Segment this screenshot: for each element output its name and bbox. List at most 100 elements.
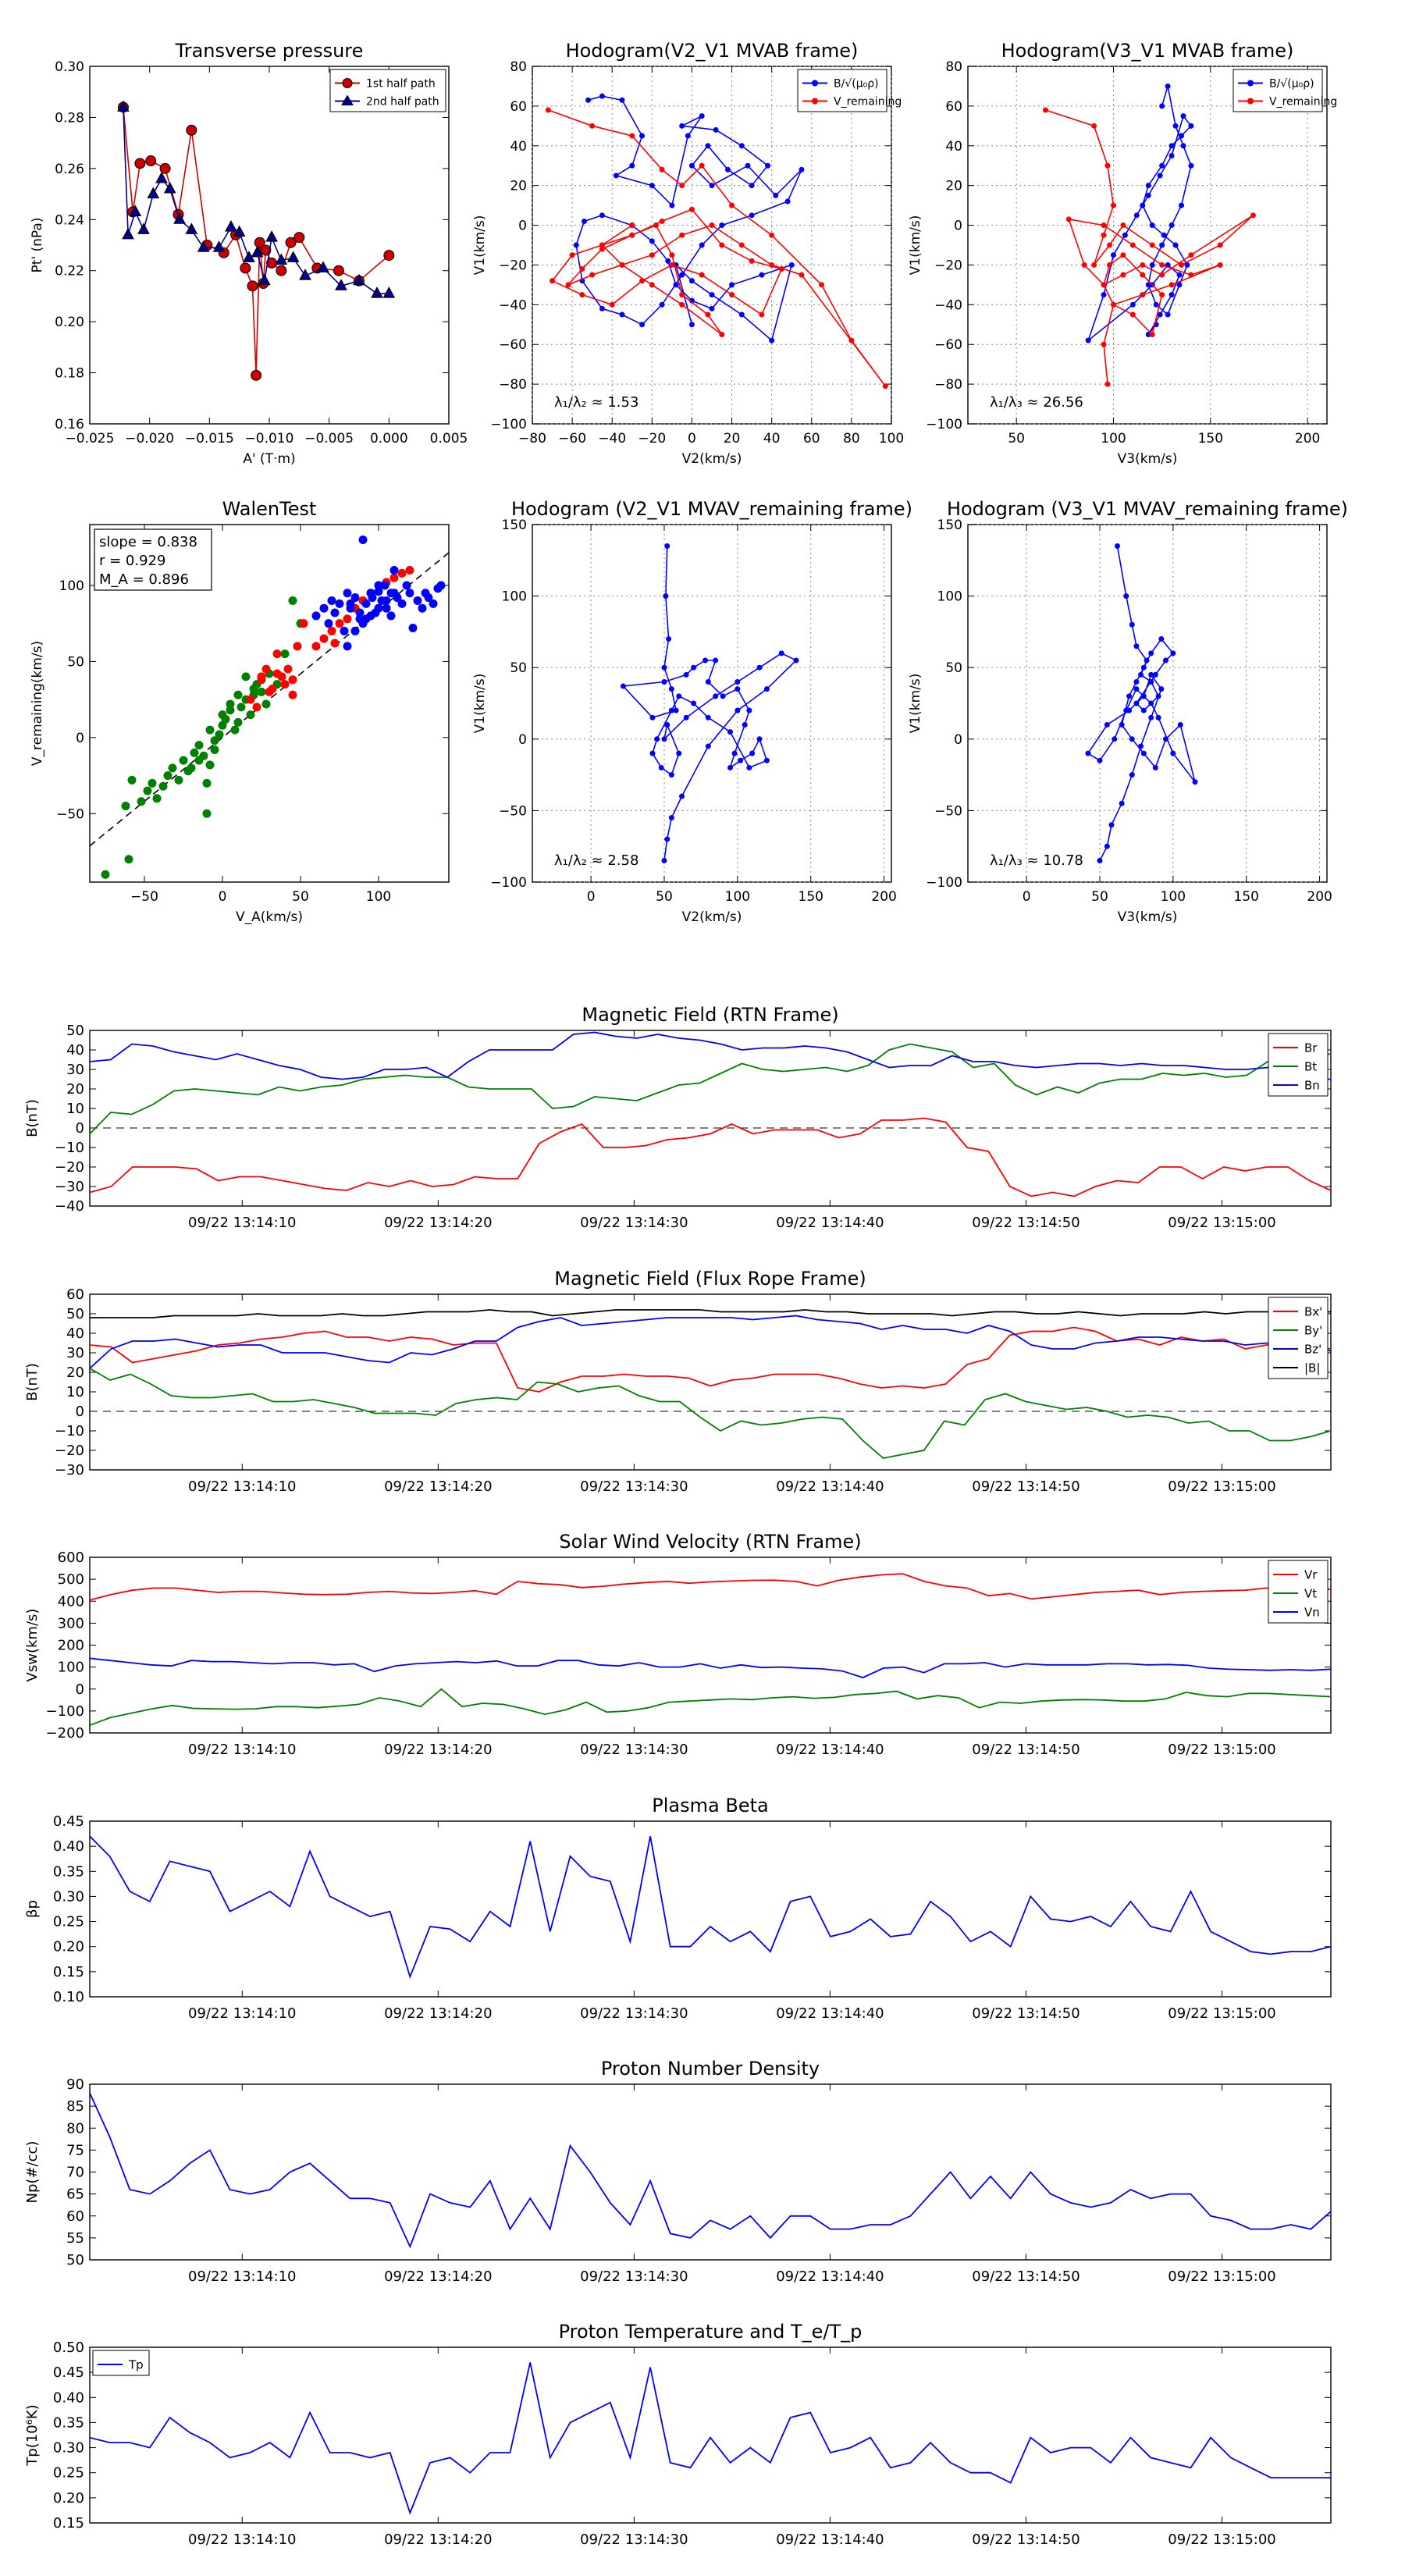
scatter-point [413,596,422,605]
legend-marker [342,78,353,88]
legend-marker [1247,80,1254,87]
y-tick-label: 50 [945,660,962,676]
data-point [1101,232,1107,238]
data-point [679,292,685,298]
x-tick-label: 09/22 13:14:30 [580,2005,688,2022]
data-point [1153,301,1159,308]
data-point [679,301,685,308]
data-point [649,183,655,189]
data-point [145,155,157,167]
legend-label: B/√(μ₀ρ) [1269,78,1314,91]
x-tick-label: 100 [1101,431,1126,447]
legend-label: Vn [1304,1605,1320,1619]
x-tick-label: 09/22 13:15:00 [1168,1478,1275,1495]
data-point [773,192,779,198]
data-point [769,262,775,268]
data-point [1119,721,1125,728]
series-Tp [90,2362,1331,2515]
scatter-point [382,603,391,613]
y-tick-label: 0.50 [53,2339,84,2356]
data-point [565,282,571,288]
legend-marker [812,98,818,105]
scatter-point [226,699,235,709]
data-point [1144,657,1150,664]
legend-label: Br [1304,1041,1318,1055]
plot-area [90,535,449,879]
x-tick-label: 09/22 13:14:10 [188,1478,296,1495]
y-tick-label: 0.24 [55,212,84,228]
scatter-point [215,730,224,739]
data-point [1120,252,1126,258]
data-point [1133,679,1140,685]
x-tick-label: 150 [1234,889,1259,905]
scatter-point [246,695,255,704]
data-point [251,245,264,258]
y-tick-label: −40 [499,297,527,313]
scatter-point [397,568,407,578]
plot-area [1042,83,1257,387]
x-tick-label: 09/22 13:14:20 [384,1742,492,1758]
series-line [90,1031,1331,1080]
x-tick-label: 09/22 13:15:00 [1168,2532,1275,2548]
data-point [720,693,726,699]
x-tick-label: 40 [763,431,781,447]
data-point [688,162,695,169]
x-tick-label: −0.020 [125,431,174,447]
y-tick-label: 60 [510,99,527,115]
scatter-point [190,748,199,757]
data-point [1159,262,1165,268]
data-point [1159,292,1165,298]
series-Np [90,2092,1331,2249]
plot-area [90,2362,1331,2515]
y-tick-label: −50 [499,803,527,819]
scatter-point [319,603,329,613]
x-tick-label: 150 [799,889,823,905]
data-point [729,202,735,208]
data-point [1148,700,1154,706]
data-point [639,322,646,328]
y-tick-label: −100 [46,1703,84,1720]
y-tick-label: 20 [66,1364,84,1381]
plot-frame [89,1030,1332,1207]
legend-label: Bt [1304,1059,1317,1073]
data-point [1217,242,1223,248]
chart-title: Solar Wind Velocity (RTN Frame) [559,1531,861,1553]
data-point [1157,173,1163,179]
data-point [1165,311,1171,318]
data-point [793,657,799,664]
data-point [679,183,685,189]
x-tick-label: 50 [1008,431,1025,447]
data-point [629,232,635,238]
scatter-point [405,589,414,598]
y-tick-label: 0.25 [53,2465,84,2482]
data-point [247,280,258,292]
plot-frame [967,66,1328,425]
y-tick-label: 100 [59,578,84,594]
data-point [1107,262,1113,268]
y-tick-label: 100 [937,589,962,605]
data-point [1148,671,1154,678]
data-point [668,707,674,713]
data-point [735,686,741,692]
data-point [724,166,731,173]
y-tick-label: −30 [55,1462,84,1478]
x-tick-label: −80 [518,431,546,447]
y-tick-label: 80 [945,59,962,75]
data-point [589,123,596,129]
data-point [260,244,272,256]
y-tick-label: 50 [510,660,527,676]
data-point [545,107,551,113]
plot-area [1085,543,1198,864]
data-point [579,266,585,272]
data-point [705,743,711,749]
series-line [90,1688,1331,1727]
data-point [1176,282,1183,288]
x-tick-label: 09/22 13:14:10 [188,2268,296,2285]
series-Bt [90,1043,1331,1135]
scatter-point [143,786,152,795]
data-point [1158,686,1165,692]
scatter-point [233,717,243,727]
y-tick-label: 20 [66,1081,84,1098]
data-point [275,253,288,265]
